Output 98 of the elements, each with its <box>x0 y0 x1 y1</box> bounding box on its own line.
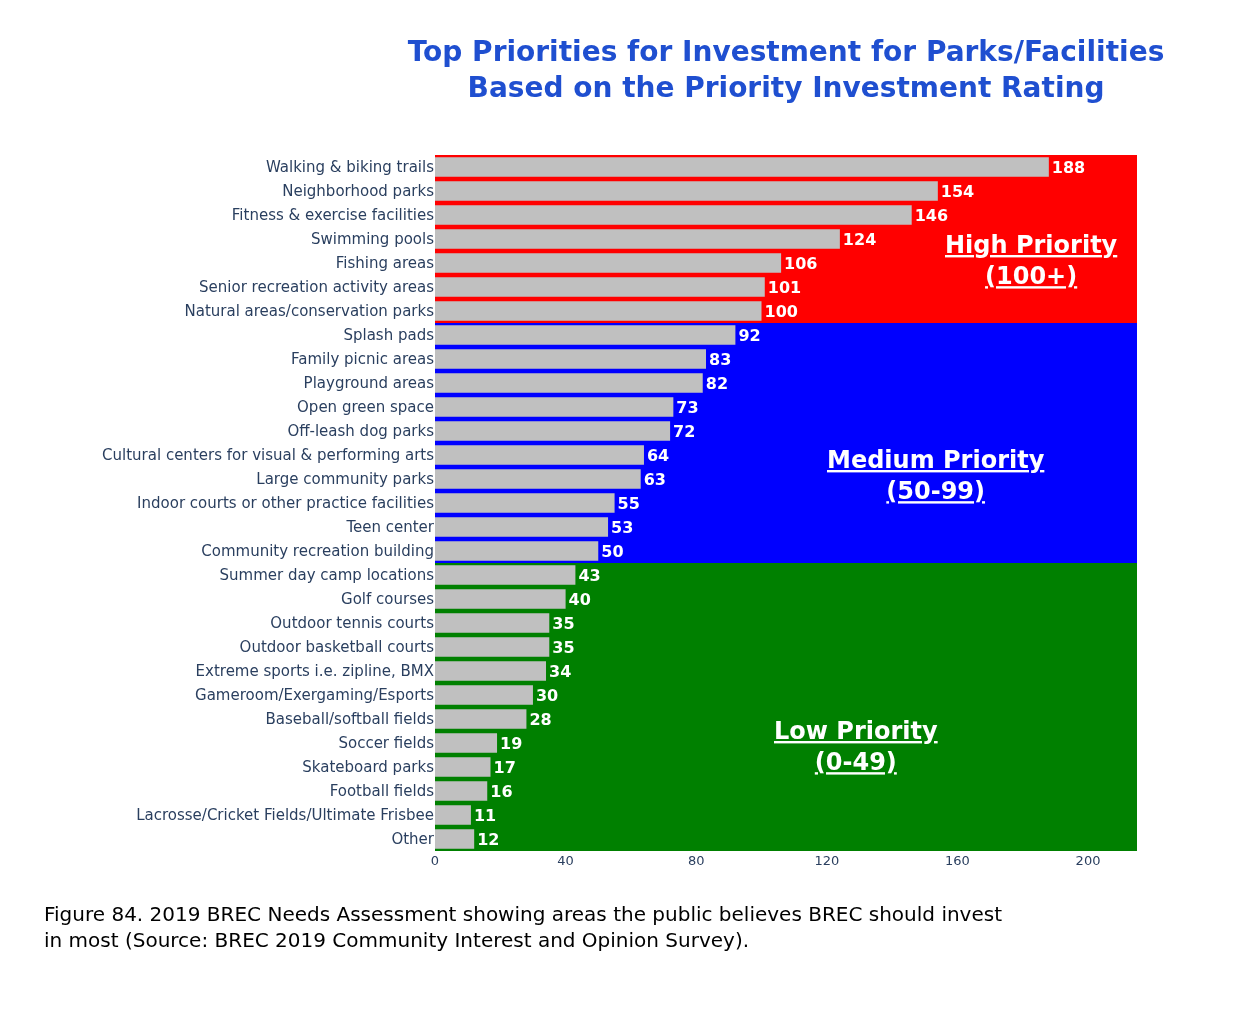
data-label: 146 <box>914 205 949 225</box>
x-tick-label: 80 <box>687 853 705 868</box>
bar <box>435 589 566 609</box>
bar <box>435 301 762 321</box>
data-label: 82 <box>705 373 729 393</box>
bar <box>435 637 550 657</box>
bar <box>435 781 488 801</box>
data-label: 40 <box>568 589 591 609</box>
data-label: 188 <box>1051 157 1086 177</box>
y-tick-label: Splash pads <box>343 326 435 345</box>
y-tick-label: Natural areas/conservation parks <box>184 302 435 321</box>
data-label: 154 <box>940 181 975 201</box>
data-label: 101 <box>767 277 802 297</box>
y-tick-label: Fishing areas <box>335 254 435 273</box>
data-label: 17 <box>493 757 516 777</box>
y-tick-label: Baseball/softball fields <box>265 710 435 729</box>
y-tick-label: Walking & biking trails <box>265 158 435 177</box>
data-label: 106 <box>784 253 818 273</box>
bar <box>435 421 671 441</box>
data-label: 34 <box>549 661 572 681</box>
band-label: Low Priority (0-49) <box>774 717 938 777</box>
x-tick-label: 40 <box>557 853 574 868</box>
x-tick-label: 160 <box>945 853 970 868</box>
y-tick-label: Outdoor tennis courts <box>270 614 435 633</box>
data-label: 35 <box>552 637 575 657</box>
y-tick-label: Golf courses <box>341 590 435 609</box>
bar <box>435 325 736 345</box>
bar <box>435 613 550 633</box>
data-label: 72 <box>673 421 696 441</box>
y-tick-label: Open green space <box>297 398 434 417</box>
y-tick-label: Large community parks <box>256 470 435 489</box>
data-label: 124 <box>842 229 877 249</box>
y-tick-label: Other <box>391 830 435 849</box>
y-tick-label: Outdoor basketball courts <box>239 638 435 657</box>
y-tick-label: Neighborhood parks <box>282 182 435 201</box>
bar <box>435 229 840 249</box>
bar <box>435 469 641 489</box>
x-tick-label: 120 <box>814 853 840 868</box>
data-label: 92 <box>738 325 761 345</box>
y-tick-label: Fitness & exercise facilities <box>231 206 435 225</box>
y-tick-label: Cultural centers for visual & performing arts <box>102 446 435 465</box>
data-label: 73 <box>676 397 699 417</box>
y-tick-label: Extreme sports i.e. zipline, BMX <box>195 662 434 681</box>
y-tick-label: Off-leash dog parks <box>287 422 435 441</box>
bar <box>435 277 765 297</box>
data-label: 100 <box>764 301 798 321</box>
y-tick-label: Gameroom/Exergaming/Esports <box>195 686 435 705</box>
y-tick-label: Senior recreation activity areas <box>199 278 435 297</box>
y-tick-label: Skateboard parks <box>302 758 435 777</box>
y-tick-label: Family picnic areas <box>291 350 435 369</box>
bar <box>435 541 599 561</box>
bar <box>435 757 491 777</box>
data-label: 28 <box>529 709 552 729</box>
bar <box>435 445 644 465</box>
data-label: 11 <box>473 805 497 825</box>
x-tick-label: 200 <box>1075 853 1101 868</box>
bar <box>435 397 674 417</box>
x-tick-label: 0 <box>430 853 440 868</box>
bar <box>435 517 609 537</box>
bar <box>435 253 782 273</box>
data-label: 83 <box>709 349 732 369</box>
data-label: 19 <box>500 733 523 753</box>
data-label: 12 <box>477 829 500 849</box>
bar <box>435 733 498 753</box>
bar <box>435 181 938 201</box>
data-label: 35 <box>552 613 575 633</box>
bar <box>435 805 471 825</box>
y-tick-label: Soccer fields <box>338 734 435 753</box>
y-tick-label: Football fields <box>329 782 435 801</box>
y-tick-label: Community recreation building <box>201 542 434 561</box>
bar <box>435 373 703 393</box>
bar <box>435 157 1049 177</box>
band-label: High Priority (100+) <box>945 231 1118 291</box>
band-label: Medium Priority (50-99) <box>827 446 1045 506</box>
bar <box>435 205 912 225</box>
bar <box>435 661 547 681</box>
bar <box>435 829 475 849</box>
data-label: 64 <box>646 445 670 465</box>
data-label: 30 <box>535 685 559 705</box>
bar <box>435 565 576 585</box>
bar <box>435 493 615 513</box>
data-label: 55 <box>617 493 640 513</box>
bar <box>435 685 533 705</box>
y-tick-label: Indoor courts or other practice facilities <box>137 494 435 513</box>
caption: Figure 84. 2019 BREC Needs Assessment showing areas the public believes BREC should invest in most (Source: BREC 2019 Community Interest and Opinion Survey). <box>44 902 1003 952</box>
bar <box>435 709 527 729</box>
chart-title: Top Priorities for Investment for Parks/Facilities Based on the Priority Investment Rating <box>407 34 1165 105</box>
data-label: 16 <box>490 781 513 801</box>
y-tick-label: Playground areas <box>303 374 435 393</box>
data-label: 53 <box>611 517 634 537</box>
y-tick-label: Lacrosse/Cricket Fields/Ultimate Frisbee <box>136 806 434 825</box>
y-tick-label: Summer day camp locations <box>219 566 435 585</box>
y-tick-label: Teen center <box>345 518 435 537</box>
bar <box>435 349 706 369</box>
y-tick-label: Swimming pools <box>310 230 435 249</box>
data-label: 50 <box>601 541 624 561</box>
data-label: 63 <box>643 469 666 489</box>
data-label: 43 <box>578 565 601 585</box>
